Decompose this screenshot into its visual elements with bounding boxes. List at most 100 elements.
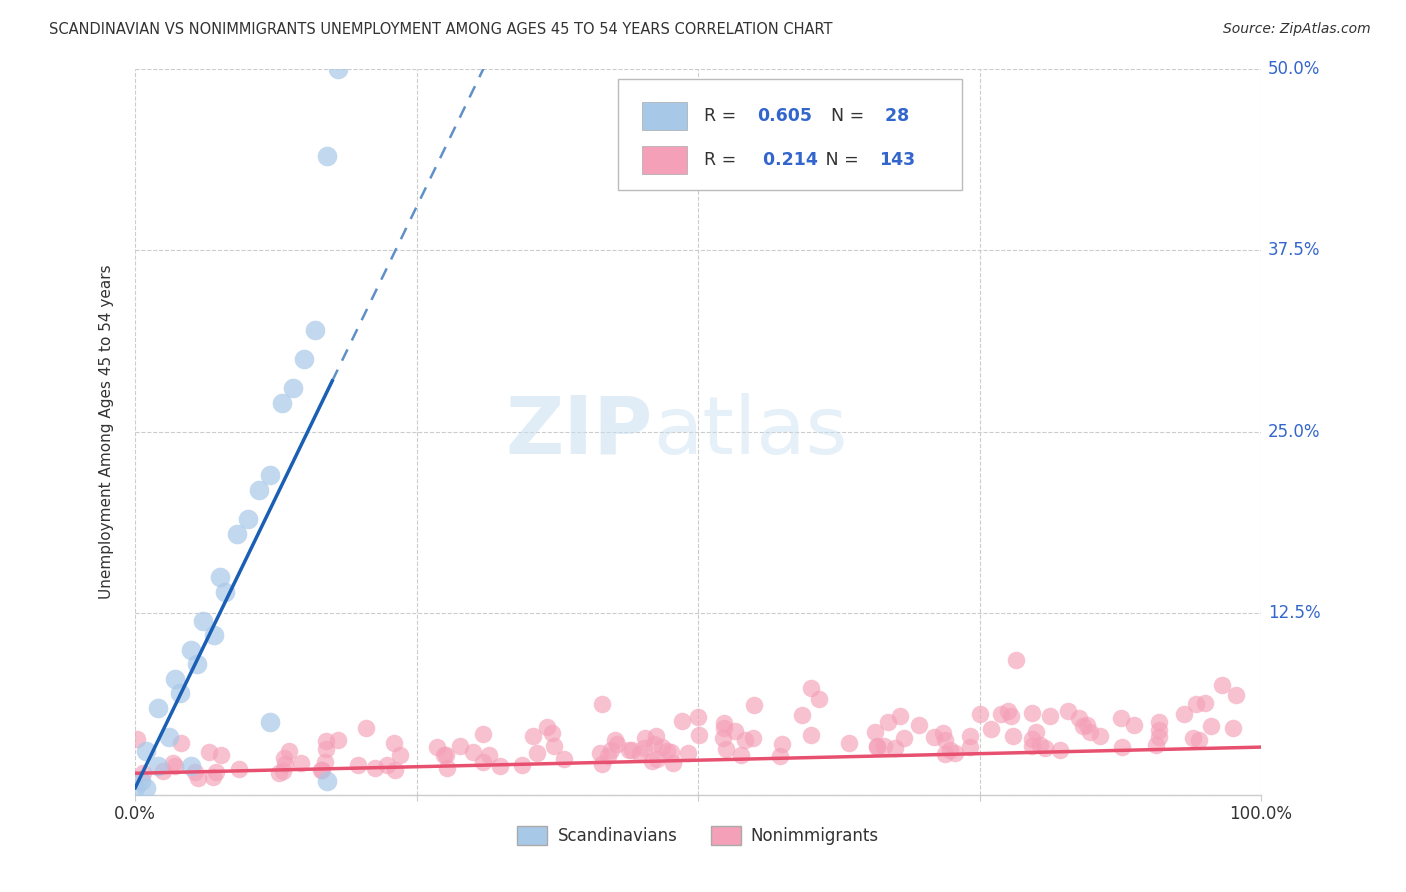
Point: [184, 764, 207, 779]
Point: [202, 770, 225, 784]
Point: [236, 512, 259, 526]
Point: [146, 759, 169, 773]
Point: [1049, 743, 1071, 757]
Point: [436, 761, 458, 775]
Point: [163, 672, 186, 686]
Point: [641, 755, 664, 769]
Point: [873, 739, 896, 754]
Text: 37.5%: 37.5%: [1268, 241, 1320, 260]
Point: [471, 755, 494, 769]
Point: [1021, 706, 1043, 720]
Point: [908, 718, 931, 732]
Point: [186, 657, 208, 672]
Point: [1144, 738, 1167, 752]
Point: [628, 747, 651, 762]
Text: 0.214: 0.214: [756, 151, 818, 169]
Point: [463, 745, 485, 759]
Point: [1021, 739, 1043, 753]
Point: [1109, 711, 1132, 725]
Point: [792, 708, 814, 723]
Point: [617, 743, 640, 757]
Point: [536, 720, 558, 734]
Point: [315, 734, 337, 748]
Point: [315, 149, 337, 163]
Point: [364, 761, 387, 775]
Point: [304, 323, 326, 337]
Point: [589, 746, 612, 760]
Point: [259, 715, 281, 730]
Text: 12.5%: 12.5%: [1268, 605, 1320, 623]
Legend: Scandinavians, Nonimmigrants: Scandinavians, Nonimmigrants: [510, 820, 886, 852]
Point: [943, 746, 966, 760]
Point: [1021, 731, 1043, 746]
Point: [1211, 678, 1233, 692]
Text: atlas: atlas: [654, 392, 848, 471]
Point: [271, 764, 294, 778]
Point: [598, 749, 620, 764]
Point: [724, 724, 747, 739]
Point: [1184, 697, 1206, 711]
Point: [510, 758, 533, 772]
Point: [292, 352, 315, 367]
Point: [202, 628, 225, 642]
Point: [676, 746, 699, 760]
Text: 25.0%: 25.0%: [1268, 423, 1320, 441]
Point: [1149, 715, 1171, 730]
Point: [449, 739, 471, 753]
Point: [346, 758, 368, 772]
Point: [634, 731, 657, 746]
Point: [165, 759, 187, 773]
Point: [1057, 704, 1080, 718]
Point: [713, 722, 735, 736]
Point: [980, 723, 1002, 737]
Point: [1076, 718, 1098, 732]
Point: [228, 762, 250, 776]
Point: [990, 707, 1012, 722]
Point: [605, 733, 627, 747]
Point: [655, 744, 678, 758]
Point: [129, 773, 152, 788]
Point: [315, 742, 337, 756]
Point: [633, 741, 655, 756]
Point: [278, 744, 301, 758]
Point: [1225, 688, 1247, 702]
Point: [541, 726, 564, 740]
Point: [208, 570, 231, 584]
Point: [659, 745, 682, 759]
Point: [247, 483, 270, 497]
Point: [686, 710, 709, 724]
Point: [1000, 709, 1022, 723]
Point: [214, 584, 236, 599]
Text: 28: 28: [879, 107, 910, 125]
Point: [553, 752, 575, 766]
Text: R =: R =: [703, 151, 741, 169]
Point: [281, 381, 304, 395]
Point: [198, 745, 221, 759]
Point: [314, 755, 336, 769]
Point: [651, 739, 673, 754]
Point: [671, 714, 693, 728]
Point: [889, 708, 911, 723]
Point: [741, 731, 763, 745]
Text: Source: ZipAtlas.com: Source: ZipAtlas.com: [1223, 22, 1371, 37]
Point: [124, 780, 146, 795]
Point: [187, 771, 209, 785]
Point: [180, 759, 202, 773]
Point: [800, 728, 823, 742]
Point: [938, 742, 960, 756]
Point: [884, 740, 907, 755]
Point: [146, 701, 169, 715]
Point: [1111, 740, 1133, 755]
Point: [434, 748, 457, 763]
Point: [1123, 718, 1146, 732]
Point: [932, 725, 955, 739]
Point: [1147, 730, 1170, 744]
Point: [426, 739, 449, 754]
Point: [384, 735, 406, 749]
Point: [621, 743, 644, 757]
Point: [865, 724, 887, 739]
Point: [599, 743, 621, 757]
Y-axis label: Unemployment Among Ages 45 to 54 years: Unemployment Among Ages 45 to 54 years: [100, 265, 114, 599]
Text: 50.0%: 50.0%: [1268, 60, 1320, 78]
Point: [270, 395, 292, 409]
